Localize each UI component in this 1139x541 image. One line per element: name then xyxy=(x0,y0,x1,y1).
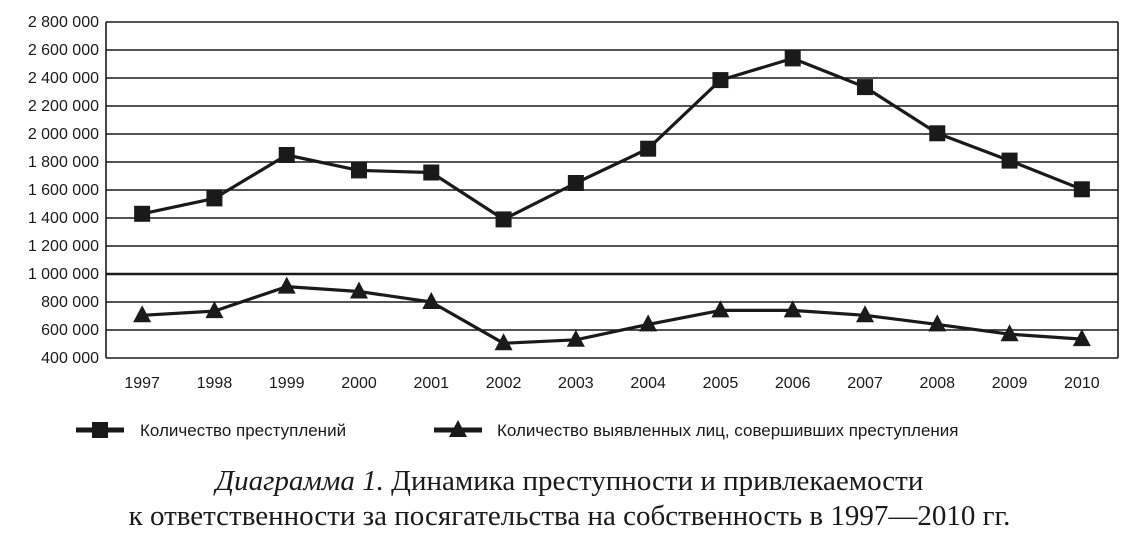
y-tick-label: 800 000 xyxy=(41,294,99,311)
y-tick-label: 2 000 000 xyxy=(28,126,99,143)
data-point-square xyxy=(495,211,512,228)
y-tick-label: 1 800 000 xyxy=(28,154,99,171)
data-point-triangle xyxy=(422,292,441,309)
data-point-triangle xyxy=(350,281,368,299)
x-tick-label: 2009 xyxy=(992,375,1028,392)
x-tick-label: 2004 xyxy=(630,375,666,392)
figure-caption-title: Динамика преступности и привлекаемости xyxy=(383,465,924,497)
data-point-triangle xyxy=(1000,324,1019,342)
x-tick-label: 2007 xyxy=(847,375,883,392)
x-tick-label: 2010 xyxy=(1064,375,1100,392)
data-point-triangle xyxy=(639,314,658,332)
data-point-square xyxy=(857,79,873,96)
legend-label-persons: Количество выявленных лиц, совершивших п… xyxy=(497,421,958,440)
y-tick-label: 2 400 000 xyxy=(28,70,99,87)
y-tick-label: 1 400 000 xyxy=(28,210,99,227)
data-point-square xyxy=(929,125,946,142)
y-tick-label: 600 000 xyxy=(41,322,99,339)
data-point-triangle xyxy=(494,333,513,351)
x-tick-label: 1998 xyxy=(197,375,233,392)
data-point-triangle xyxy=(783,300,802,318)
y-axis-ticks: 400 000 600 000 800 000 1 000 000 1 200 000 1… xyxy=(28,14,99,367)
series-line xyxy=(142,285,1082,345)
data-point-triangle xyxy=(566,329,585,347)
series-line xyxy=(141,56,1083,221)
x-tick-label: 2006 xyxy=(775,375,811,392)
series-layer xyxy=(133,50,1091,351)
data-point-triangle xyxy=(133,305,152,323)
x-tick-label: 2002 xyxy=(486,375,522,392)
figure-caption-label: Диаграмма 1. xyxy=(215,465,384,497)
x-axis-ticks: 1997 1998 1999 2000 2001 2002 2003 2004 2005 2006… xyxy=(124,375,1099,392)
y-tick-label: 1 000 000 xyxy=(28,266,99,283)
data-point-square xyxy=(423,164,440,181)
x-tick-label: 2008 xyxy=(919,375,955,392)
legend-triangle-marker xyxy=(449,420,467,437)
y-tick-label: 2 800 000 xyxy=(28,14,99,31)
data-point-square xyxy=(134,205,151,222)
data-point-square xyxy=(1073,181,1090,198)
data-point-square xyxy=(1001,152,1018,169)
y-tick-label: 2 600 000 xyxy=(28,42,99,59)
data-point-triangle xyxy=(928,314,947,332)
legend-item-crimes: Количество преступлений xyxy=(76,421,346,440)
legend: Количество преступлений Количество выявл… xyxy=(76,420,958,440)
data-point-triangle xyxy=(856,305,874,323)
x-tick-label: 2001 xyxy=(413,375,449,392)
data-point-square xyxy=(640,140,657,157)
x-tick-label: 2003 xyxy=(558,375,594,392)
data-point-square xyxy=(784,50,801,67)
grid-lines xyxy=(105,21,1119,359)
data-point-square xyxy=(567,175,584,191)
data-point-triangle xyxy=(1072,329,1091,347)
legend-square-marker xyxy=(92,422,108,438)
data-point-square xyxy=(351,162,367,179)
data-point-square xyxy=(712,72,729,89)
x-tick-label: 2005 xyxy=(703,375,739,392)
y-tick-label: 1 600 000 xyxy=(28,182,99,199)
figure-caption-line-2: к ответственности за посягательства на с… xyxy=(128,500,1011,532)
data-point-triangle xyxy=(205,301,224,319)
x-tick-label: 1999 xyxy=(269,375,305,392)
x-tick-label: 1997 xyxy=(124,375,160,392)
data-point-square xyxy=(206,190,223,207)
data-point-triangle xyxy=(711,300,730,318)
data-point-triangle xyxy=(277,276,296,294)
y-tick-label: 2 200 000 xyxy=(28,98,99,115)
y-tick-label: 1 200 000 xyxy=(28,238,99,255)
legend-label-crimes: Количество преступлений xyxy=(140,421,346,440)
x-tick-label: 2000 xyxy=(341,375,377,392)
chart: 400 000 600 000 800 000 1 000 000 1 200 000 1… xyxy=(28,14,1119,440)
y-tick-label: 400 000 xyxy=(41,350,99,367)
figure-caption-line-1: Диаграмма 1. Динамика преступности и при… xyxy=(0,464,1139,498)
legend-item-persons: Количество выявленных лиц, совершивших п… xyxy=(434,420,958,440)
data-point-square xyxy=(278,147,295,163)
